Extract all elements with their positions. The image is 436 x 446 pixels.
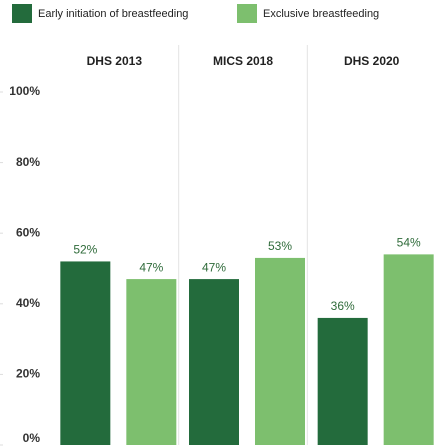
bar: [189, 279, 239, 445]
legend-swatch: [237, 4, 257, 23]
bar: [383, 254, 434, 445]
value-label: 54%: [397, 236, 421, 250]
category-label: DHS 2013: [87, 54, 143, 68]
bar: [126, 279, 177, 445]
y-tick-label: 100%: [9, 84, 40, 98]
y-tick-label: 60%: [16, 225, 40, 239]
value-label: 53%: [268, 239, 292, 253]
value-label: 47%: [202, 260, 226, 274]
legend-label: Early initiation of breastfeeding: [38, 8, 188, 20]
legend-swatch: [12, 4, 32, 23]
category-label: MICS 2018: [213, 54, 273, 68]
bar: [317, 317, 368, 445]
value-label: 52%: [73, 243, 97, 257]
category-label: DHS 2020: [344, 54, 400, 68]
value-label: 36%: [331, 299, 355, 313]
value-label: 47%: [139, 260, 163, 274]
y-tick-label: 80%: [16, 155, 40, 169]
bar: [255, 257, 305, 445]
legend-label: Exclusive breastfeeding: [263, 8, 379, 20]
y-tick-label: 0%: [23, 431, 41, 445]
bar: [60, 261, 111, 445]
y-tick-label: 40%: [16, 296, 40, 310]
y-tick-label: 20%: [16, 367, 40, 381]
